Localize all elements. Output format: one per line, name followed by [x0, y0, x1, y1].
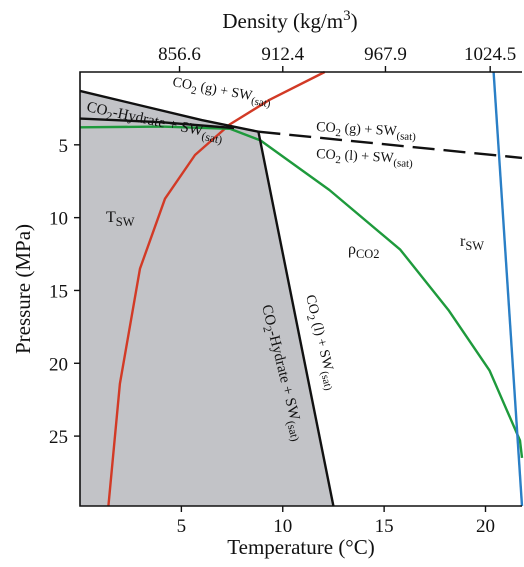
x2-tick-label: 1024.5 [464, 44, 516, 65]
axis-frame [79, 71, 522, 507]
curve [79, 89, 259, 133]
y-tick-label: 15 [49, 281, 68, 302]
x-axis-title: Temperature (°C) [227, 535, 374, 559]
annotation-part: (l) + SW [341, 148, 395, 166]
curve [107, 70, 326, 507]
annotation-part: 2 [190, 84, 197, 97]
annotation-part: CO [316, 120, 336, 136]
curve [79, 117, 235, 130]
curve [258, 130, 523, 160]
y-axis-title: Pressure (MPa) [11, 224, 35, 354]
annotation-part: CO [316, 147, 336, 163]
y-tick-label: 25 [49, 427, 68, 448]
annotation-part: (sat) [250, 95, 272, 110]
x2-axis-title: Density (kg/m3) [222, 8, 357, 33]
annotation: CO2 (g) + SW(sat) [171, 75, 273, 110]
annotation: CO2 (l) + SW(sat) [316, 147, 414, 170]
annotation-part: CO [85, 99, 109, 119]
hydrate-region [80, 90, 334, 506]
annotation-part: (sat) [396, 130, 416, 143]
x2-tick-label: 912.4 [261, 44, 304, 65]
x-tick-label: 20 [476, 516, 495, 537]
title-part: 3 [343, 8, 351, 24]
x-tick-label: 5 [177, 516, 187, 537]
annotation-part: (sat) [318, 370, 334, 392]
annotation-part: SW [465, 239, 484, 253]
annotation-part: CO [258, 303, 279, 327]
annotation-part: 2 [304, 314, 317, 322]
annotation-part: 2 [335, 154, 341, 166]
curve [492, 71, 524, 507]
curve [257, 131, 335, 507]
annotation-part: (g) + SW [196, 79, 254, 104]
annotation: TSW [106, 209, 135, 229]
annotation-part: CO [302, 293, 321, 316]
y-tick-label: 10 [49, 209, 68, 230]
x-tick-label: 10 [273, 516, 292, 537]
x2-tick-label: 967.9 [364, 44, 407, 65]
title-part: Density (kg/m [222, 9, 343, 33]
annotation-part: 2 [335, 127, 341, 139]
curve [79, 125, 524, 459]
annotation-part: (l) + SW [308, 318, 335, 373]
annotation: rSW [460, 233, 484, 253]
title-part: ) [351, 9, 358, 33]
x-tick-label: 15 [375, 516, 394, 537]
annotation-part: ρ [348, 241, 356, 258]
x2-tick-label: 856.6 [158, 44, 201, 65]
annotation-part: SW [116, 215, 135, 229]
annotation-part: (sat) [284, 419, 302, 442]
annotation-part: (sat) [393, 157, 413, 170]
y-tick-label: 20 [49, 354, 68, 375]
annotation-part: CO [171, 75, 193, 93]
annotation-part: CO2 [356, 247, 380, 261]
y-tick-label: 5 [59, 136, 69, 157]
annotation-part: T [106, 209, 116, 226]
annotation: ρCO2 [348, 241, 380, 261]
annotation-part: (sat) [200, 130, 223, 147]
annotation-part: (g) + SW [341, 121, 398, 139]
annotation-part: 2 [105, 109, 114, 123]
annotation: CO2 (g) + SW(sat) [316, 120, 417, 143]
annotation-part: r [460, 233, 466, 250]
annotation-part: 2 [260, 325, 274, 334]
